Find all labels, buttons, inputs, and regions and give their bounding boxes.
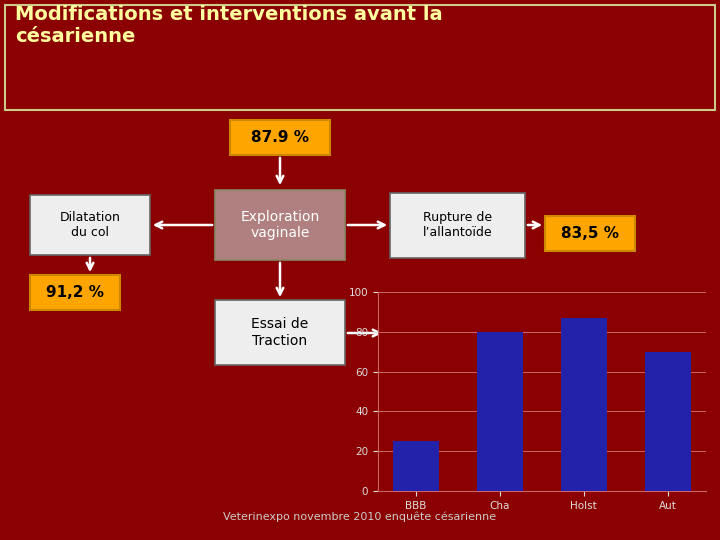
Text: Rupture de
l’allantoïde: Rupture de l’allantoïde	[423, 212, 492, 240]
FancyBboxPatch shape	[30, 195, 150, 255]
FancyBboxPatch shape	[545, 216, 635, 251]
FancyBboxPatch shape	[30, 275, 120, 310]
Bar	[644, 352, 690, 491]
Text: Exploration
vaginale: Exploration vaginale	[240, 210, 320, 240]
Bar	[393, 442, 439, 491]
Bar	[561, 318, 607, 491]
FancyBboxPatch shape	[390, 193, 525, 258]
Text: 83,5 %: 83,5 %	[561, 226, 619, 241]
FancyBboxPatch shape	[230, 120, 330, 155]
Text: Modifications et interventions avant la
césarienne: Modifications et interventions avant la …	[15, 5, 443, 46]
FancyBboxPatch shape	[215, 300, 345, 365]
Text: Dilatation
du col: Dilatation du col	[60, 211, 120, 239]
FancyBboxPatch shape	[215, 190, 345, 260]
FancyBboxPatch shape	[5, 5, 715, 110]
Text: 91,2 %: 91,2 %	[46, 285, 104, 300]
Bar	[477, 332, 523, 491]
Text: Veterinexpo novembre 2010 enquête césarienne: Veterinexpo novembre 2010 enquête césari…	[223, 511, 497, 522]
Text: 87.9 %: 87.9 %	[251, 130, 309, 145]
Text: Essai de
Traction: Essai de Traction	[251, 318, 309, 348]
